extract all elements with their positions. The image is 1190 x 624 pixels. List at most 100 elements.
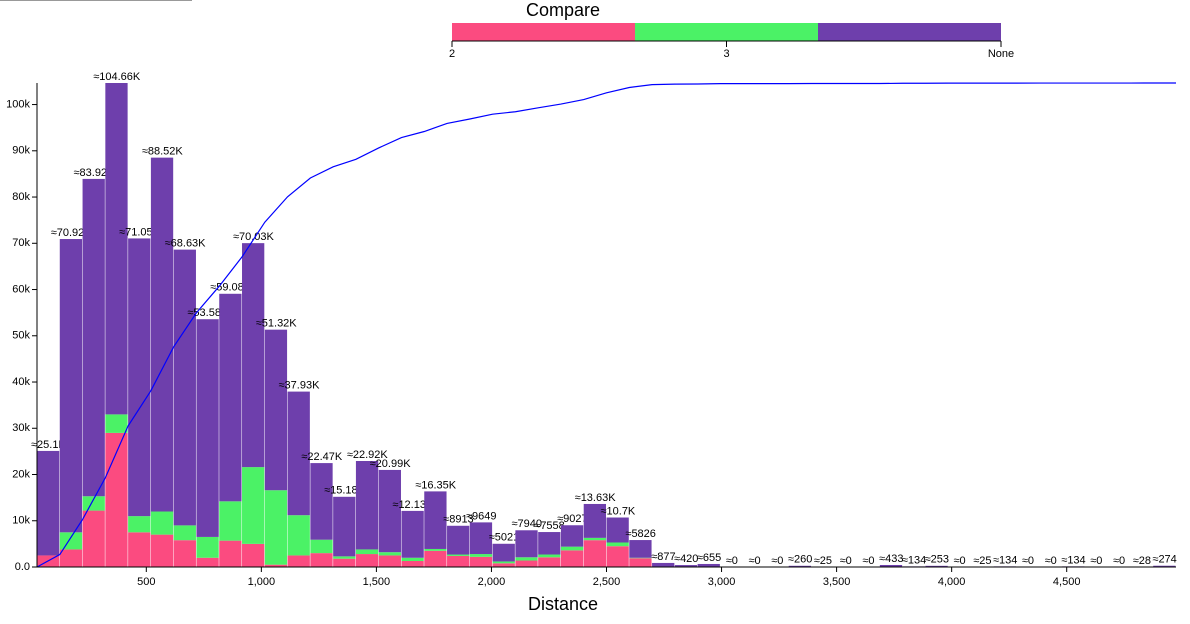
bar-segment: [469, 522, 493, 555]
bar-total-label: ≈7940: [512, 518, 543, 530]
bar-segment: [196, 319, 219, 537]
bar-segment: [37, 450, 60, 556]
bar-segment: [264, 329, 288, 491]
bar-total-label: ≈25: [814, 555, 832, 567]
bar-segment: [492, 561, 515, 564]
bar-segment: [606, 546, 629, 567]
bar-total-label: ≈5021: [489, 532, 520, 544]
bar-segment: [287, 515, 310, 556]
bar-segment: [447, 555, 470, 567]
bar-segment: [333, 556, 356, 559]
bar-segment: [515, 557, 538, 561]
x-tick-label: 1,000: [248, 576, 276, 588]
bar-total-label: ≈22.92K: [347, 449, 389, 461]
bar-segment: [105, 414, 128, 433]
bar-total-label: ≈0: [771, 555, 783, 567]
bar-total-label: ≈0: [726, 555, 738, 567]
bar-segment: [424, 550, 447, 567]
bar-segment: [538, 557, 561, 567]
bar-segment: [492, 543, 515, 562]
bar-total-label: ≈0: [840, 555, 852, 567]
bar-segment: [378, 552, 401, 556]
bar-segment: [560, 525, 584, 547]
bar-segment: [59, 532, 83, 550]
bar-total-label: ≈260: [788, 554, 812, 566]
bar-segment: [150, 157, 174, 512]
bar-segment: [59, 549, 83, 567]
bar-segment: [879, 564, 903, 567]
y-tick-label: 90k: [12, 145, 30, 157]
bar-total-label: ≈134: [993, 554, 1017, 566]
bar-total-label: ≈0: [1113, 555, 1125, 567]
bar-segment: [378, 555, 401, 567]
bar-segment: [219, 293, 242, 502]
bar-segment: [560, 550, 584, 567]
bar-segment: [469, 556, 493, 567]
bar-total-label: ≈433: [879, 553, 903, 565]
bar-segment: [310, 539, 333, 554]
bar-total-label: ≈655: [697, 552, 721, 564]
bar-segment: [606, 542, 629, 547]
bar-segment: [674, 565, 698, 567]
x-tick-label: 4,500: [1053, 576, 1081, 588]
bar-segment: [424, 548, 447, 551]
bar-total-label: ≈5826: [625, 528, 656, 540]
bar-segment: [652, 562, 675, 567]
bar-segment: [82, 510, 105, 567]
bar-segment: [219, 501, 242, 541]
bar-segment: [310, 553, 333, 567]
bar-total-label: ≈134: [902, 554, 926, 566]
y-tick-label: 0.0: [15, 561, 30, 573]
bar-total-label: ≈12.13K: [392, 499, 434, 511]
bar-segment: [925, 565, 948, 567]
bar-total-label: ≈25: [973, 555, 991, 567]
bar-segment: [538, 532, 561, 555]
bar-total-label: ≈0: [748, 555, 760, 567]
bar-total-label: ≈104.66K: [93, 71, 141, 83]
bar-segment: [401, 557, 424, 561]
bar-total-label: ≈83.92K: [73, 167, 115, 179]
bar-segment: [401, 560, 424, 567]
bar-total-label: ≈70.03K: [233, 231, 275, 243]
bar-segment: [492, 563, 515, 567]
bar-segment: [242, 467, 265, 544]
x-tick-label: 2,000: [478, 576, 506, 588]
bar-total-label: ≈253: [925, 554, 949, 566]
bar-segment: [105, 83, 128, 415]
bar-segment: [447, 525, 470, 555]
bar-total-label: ≈0: [862, 555, 874, 567]
legend-swatch: [818, 23, 1001, 41]
bar-segment: [82, 178, 105, 497]
bar-segment: [150, 534, 174, 567]
bar-segment: [219, 540, 242, 567]
bar-total-label: ≈274: [1152, 554, 1176, 566]
bar-segment: [515, 530, 538, 558]
bar-segment: [310, 463, 333, 540]
bar-total-label: ≈13.63K: [575, 492, 617, 504]
x-tick-label: 2,500: [593, 576, 621, 588]
bar-total-label: ≈20.99K: [370, 458, 412, 470]
legend-title: Compare: [526, 0, 600, 20]
bar-segment: [583, 537, 606, 541]
bar-segment: [59, 239, 83, 533]
bar-total-label: ≈134: [1061, 554, 1085, 566]
x-tick-label: 1,500: [363, 576, 391, 588]
bar-segment: [788, 565, 812, 567]
legend-swatch: [635, 23, 818, 41]
bar-segment: [401, 510, 424, 558]
bar-total-label: ≈16.35K: [415, 479, 457, 491]
bar-total-label: ≈420: [674, 553, 698, 565]
bar-total-label: ≈22.47K: [301, 451, 343, 463]
y-tick-label: 60k: [12, 283, 30, 295]
x-tick-label: 3,500: [823, 576, 851, 588]
bar-segment: [629, 558, 652, 567]
bar-segment: [196, 536, 219, 558]
y-tick-label: 50k: [12, 330, 30, 342]
bar-segment: [173, 249, 196, 526]
bar-segment: [424, 491, 447, 549]
legend-label: None: [988, 48, 1014, 60]
y-tick-label: 70k: [12, 237, 30, 249]
bar-total-label: ≈8913: [443, 514, 474, 526]
bar-total-label: ≈28: [1133, 555, 1151, 567]
